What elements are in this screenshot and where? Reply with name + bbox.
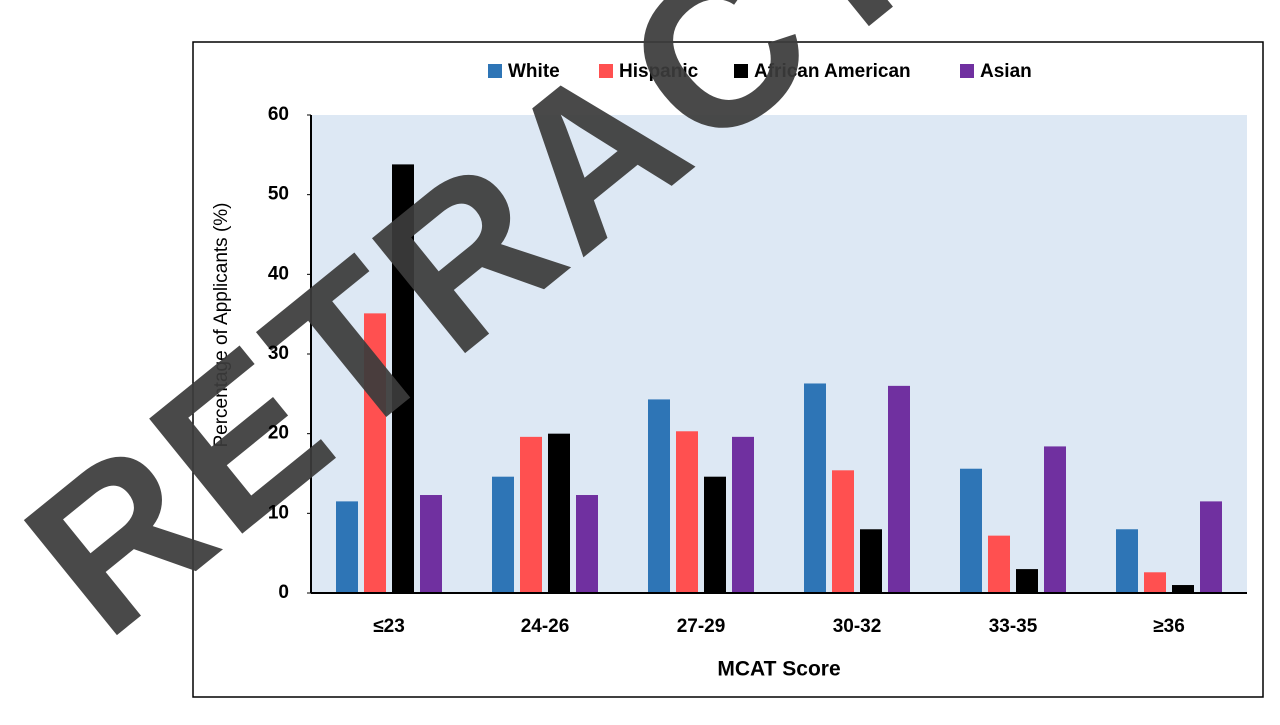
y-tick-label: 30 bbox=[268, 343, 289, 364]
legend-swatch bbox=[734, 64, 748, 78]
bar bbox=[364, 313, 386, 593]
x-axis-title: MCAT Score bbox=[717, 658, 840, 681]
legend-swatch bbox=[599, 64, 613, 78]
bar bbox=[888, 385, 910, 593]
legend-swatch bbox=[960, 64, 974, 78]
x-tick-label: 33-35 bbox=[989, 616, 1038, 637]
bar bbox=[1172, 585, 1194, 593]
bar bbox=[1144, 572, 1166, 593]
y-tick-label: 50 bbox=[268, 184, 289, 205]
legend: White Hispanic African American Asian bbox=[488, 61, 1032, 82]
bar bbox=[336, 501, 358, 593]
bar bbox=[988, 535, 1010, 593]
bar bbox=[1016, 569, 1038, 593]
bar bbox=[832, 470, 854, 593]
bar bbox=[960, 468, 982, 593]
bar bbox=[1116, 529, 1138, 593]
plot-area bbox=[311, 115, 1247, 593]
bar bbox=[732, 436, 754, 593]
bar bbox=[548, 433, 570, 593]
bar bbox=[520, 436, 542, 593]
bar bbox=[392, 164, 414, 594]
legend-swatch bbox=[488, 64, 502, 78]
x-tick-label: 24-26 bbox=[521, 616, 570, 637]
y-tick-label: 20 bbox=[268, 423, 289, 444]
bar bbox=[576, 495, 598, 593]
x-tick-label: ≥36 bbox=[1153, 616, 1185, 637]
legend-label: White bbox=[508, 61, 560, 82]
bar bbox=[676, 431, 698, 593]
x-tick-label: 27-29 bbox=[677, 616, 726, 637]
legend-label: Hispanic bbox=[619, 61, 699, 82]
bar bbox=[804, 383, 826, 593]
y-tick-label: 10 bbox=[268, 502, 289, 523]
bar bbox=[492, 476, 514, 593]
legend-label: Asian bbox=[980, 61, 1032, 82]
y-tick-label: 0 bbox=[278, 582, 289, 603]
bar bbox=[704, 476, 726, 593]
bar bbox=[1044, 446, 1066, 593]
y-tick-label: 60 bbox=[268, 104, 289, 125]
legend-label: African American bbox=[754, 61, 911, 82]
bar bbox=[860, 529, 882, 593]
x-tick-label: ≤23 bbox=[373, 616, 405, 637]
y-axis-title: Percentage of Applicants (%) bbox=[211, 202, 232, 447]
x-tick-label: 30-32 bbox=[833, 616, 882, 637]
y-tick-label: 40 bbox=[268, 263, 289, 284]
bar bbox=[420, 495, 442, 593]
bar bbox=[648, 399, 670, 593]
bar bbox=[1200, 501, 1222, 593]
marks bbox=[336, 164, 1222, 594]
